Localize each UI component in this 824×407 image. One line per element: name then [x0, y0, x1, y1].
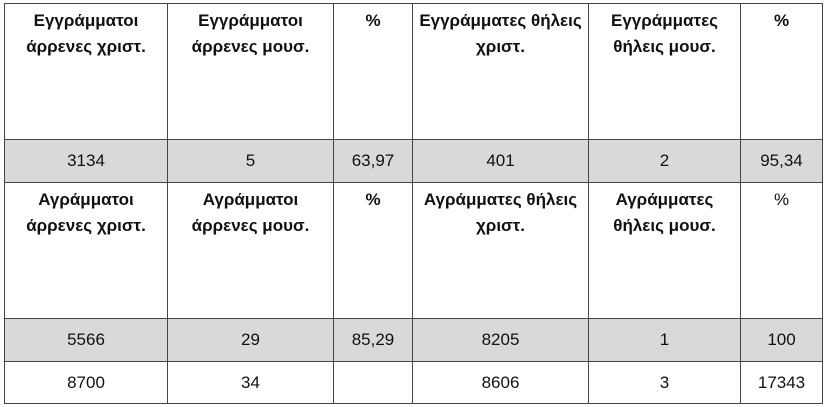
data-row-illiterate: 5566 29 85,29 8205 1 100	[4, 318, 823, 362]
total-cell: 3	[588, 361, 741, 404]
header-row-literate: Εγγράμματοι άρρενες χριστ. Εγγράμματοι ά…	[4, 3, 823, 140]
total-cell: 17343	[740, 361, 823, 404]
header-cell: Εγγράμματες θήλεις μουσ.	[588, 3, 741, 140]
header-cell: %	[333, 3, 413, 140]
header-cell: Αγράμματοι άρρενες μουσ.	[167, 182, 334, 319]
data-cell: 5566	[4, 318, 168, 362]
data-cell: 1	[588, 318, 741, 362]
totals-row: 8700 34 8606 3 17343	[4, 361, 823, 404]
header-cell: Εγγράμματοι άρρενες μουσ.	[167, 3, 334, 140]
data-cell: 100	[740, 318, 823, 362]
header-cell: %	[740, 182, 823, 319]
data-row-literate: 3134 5 63,97 401 2 95,34	[4, 139, 823, 183]
total-cell: 8700	[4, 361, 168, 404]
total-cell: 34	[167, 361, 334, 404]
data-cell: 8205	[412, 318, 589, 362]
data-cell: 29	[167, 318, 334, 362]
total-cell: 8606	[412, 361, 589, 404]
data-cell: 5	[167, 139, 334, 183]
data-cell: 2	[588, 139, 741, 183]
header-cell: %	[740, 3, 823, 140]
header-cell: Εγγράμματες θήλεις χριστ.	[412, 3, 589, 140]
data-cell: 401	[412, 139, 589, 183]
header-cell: Αγράμματες θήλεις χριστ.	[412, 182, 589, 319]
header-cell: Εγγράμματοι άρρενες χριστ.	[4, 3, 168, 140]
total-cell	[333, 361, 413, 404]
data-cell: 3134	[4, 139, 168, 183]
statistics-table: Εγγράμματοι άρρενες χριστ. Εγγράμματοι ά…	[4, 3, 823, 404]
data-cell: 85,29	[333, 318, 413, 362]
header-cell: Αγράμματες θήλεις μουσ.	[588, 182, 741, 319]
data-cell: 63,97	[333, 139, 413, 183]
header-row-illiterate: Αγράμματοι άρρενες χριστ. Αγράμματοι άρρ…	[4, 182, 823, 319]
data-cell: 95,34	[740, 139, 823, 183]
header-cell: %	[333, 182, 413, 319]
header-cell: Αγράμματοι άρρενες χριστ.	[4, 182, 168, 319]
